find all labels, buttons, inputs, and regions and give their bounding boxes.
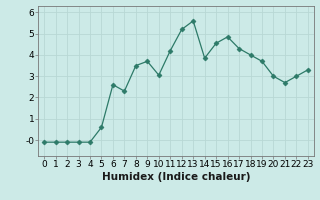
X-axis label: Humidex (Indice chaleur): Humidex (Indice chaleur) (102, 172, 250, 182)
